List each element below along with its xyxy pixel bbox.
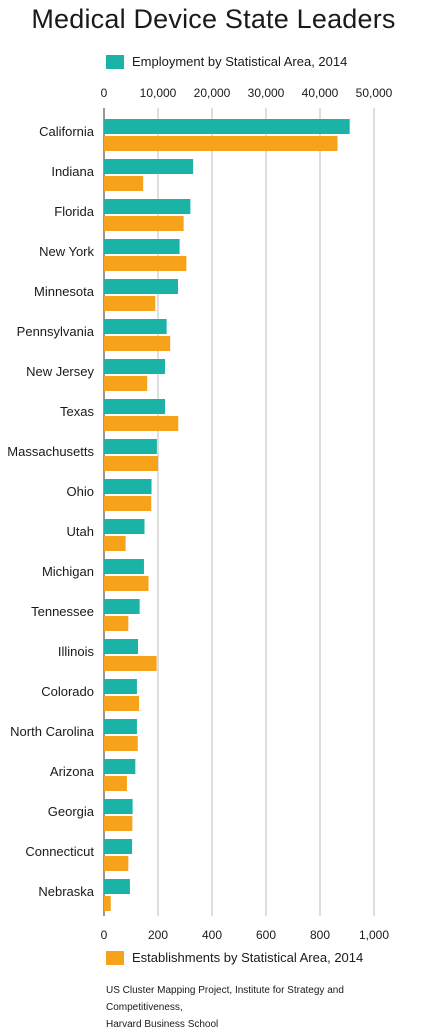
category-label: Tennessee [31,604,94,619]
source-note: US Cluster Mapping Project, Institute fo… [106,982,421,1033]
bar-employment [104,519,145,534]
x-top-tick-label: 20,000 [194,86,231,100]
bar-establishments [104,736,138,751]
category-label: New Jersey [26,364,94,379]
category-label: North Carolina [10,724,95,739]
bar-establishments [104,776,127,791]
bar-establishments [104,456,158,471]
category-label: California [39,124,95,139]
bar-employment [104,839,133,854]
category-label: Illinois [58,644,95,659]
x-top-tick-label: 40,000 [302,86,339,100]
bar-employment [104,639,139,654]
bar-employment [104,879,130,894]
category-label: Michigan [42,564,94,579]
bar-employment [104,239,180,254]
bar-employment [104,759,136,774]
bar-employment [104,399,166,414]
legend-swatch-employment [106,54,124,69]
bar-employment [104,799,133,814]
x-bottom-tick-label: 200 [148,928,168,942]
x-bottom-tick-label: 400 [202,928,222,942]
bar-employment [104,679,137,694]
bar-establishments [104,616,129,631]
bar-employment [104,279,178,294]
x-bottom-tick-label: 800 [310,928,330,942]
category-label: Ohio [67,484,94,499]
x-top-tick-label: 50,000 [356,86,393,100]
category-label: Arizona [50,764,95,779]
bar-employment [104,159,194,174]
bar-establishments [104,656,157,671]
bar-employment [104,479,152,494]
bar-establishments [104,816,133,831]
x-bottom-tick-label: 1,000 [359,928,389,942]
legend-swatch-establishments [106,950,124,965]
category-label: Texas [60,404,94,419]
category-label: Connecticut [25,844,94,859]
bar-establishments [104,496,152,511]
category-label: New York [39,244,94,259]
chart-title: Medical Device State Leaders [31,4,396,34]
bar-employment [104,119,350,134]
category-label: Florida [54,204,95,219]
bar-establishments [104,176,144,191]
bar-establishments [104,216,184,231]
bar-establishments [104,896,111,911]
bar-employment [104,719,137,734]
category-label: Pennsylvania [17,324,95,339]
x-bottom-tick-label: 0 [101,928,108,942]
bar-establishments [104,856,129,871]
category-label: Colorado [41,684,94,699]
source-line-2: Harvard Business School [106,1019,219,1030]
bar-establishments [104,416,179,431]
bar-establishments [104,576,149,591]
x-top-tick-label: 30,000 [248,86,285,100]
bar-employment [104,359,166,374]
bar-employment [104,319,167,334]
x-top-tick-label: 10,000 [140,86,177,100]
bar-establishments [104,136,338,151]
category-label: Georgia [48,804,95,819]
legend-employment: Employment by Statistical Area, 2014 [106,54,347,69]
bar-establishments [104,256,187,271]
source-line-1: US Cluster Mapping Project, Institute fo… [106,985,344,1013]
category-label: Indiana [51,164,94,179]
category-label: Minnesota [34,284,95,299]
legend-establishments: Establishments by Statistical Area, 2014 [106,950,363,965]
bar-employment [104,559,144,574]
legend-label-establishments: Establishments by Statistical Area, 2014 [132,950,364,965]
bar-establishments [104,296,156,311]
category-label: Utah [67,524,94,539]
x-top-tick-label: 0 [101,86,108,100]
bar-employment [104,599,140,614]
bar-establishments [104,376,148,391]
legend-label-employment: Employment by Statistical Area, 2014 [132,54,348,69]
x-bottom-tick-label: 600 [256,928,276,942]
category-label: Nebraska [38,884,94,899]
bar-employment [104,439,157,454]
bar-establishments [104,536,126,551]
bar-establishments [104,336,171,351]
bar-employment [104,199,191,214]
bar-establishments [104,696,140,711]
category-label: Massachusetts [7,444,94,459]
